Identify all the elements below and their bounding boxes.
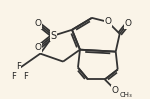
Text: S: S — [50, 31, 56, 41]
Text: O: O — [124, 19, 131, 28]
Text: CH₃: CH₃ — [120, 92, 132, 98]
Text: F: F — [16, 62, 21, 71]
Text: F: F — [11, 72, 16, 81]
Text: O: O — [104, 17, 111, 26]
Text: F: F — [23, 72, 28, 81]
Text: O: O — [111, 86, 118, 95]
Text: O: O — [35, 19, 42, 28]
Text: O: O — [35, 43, 42, 52]
